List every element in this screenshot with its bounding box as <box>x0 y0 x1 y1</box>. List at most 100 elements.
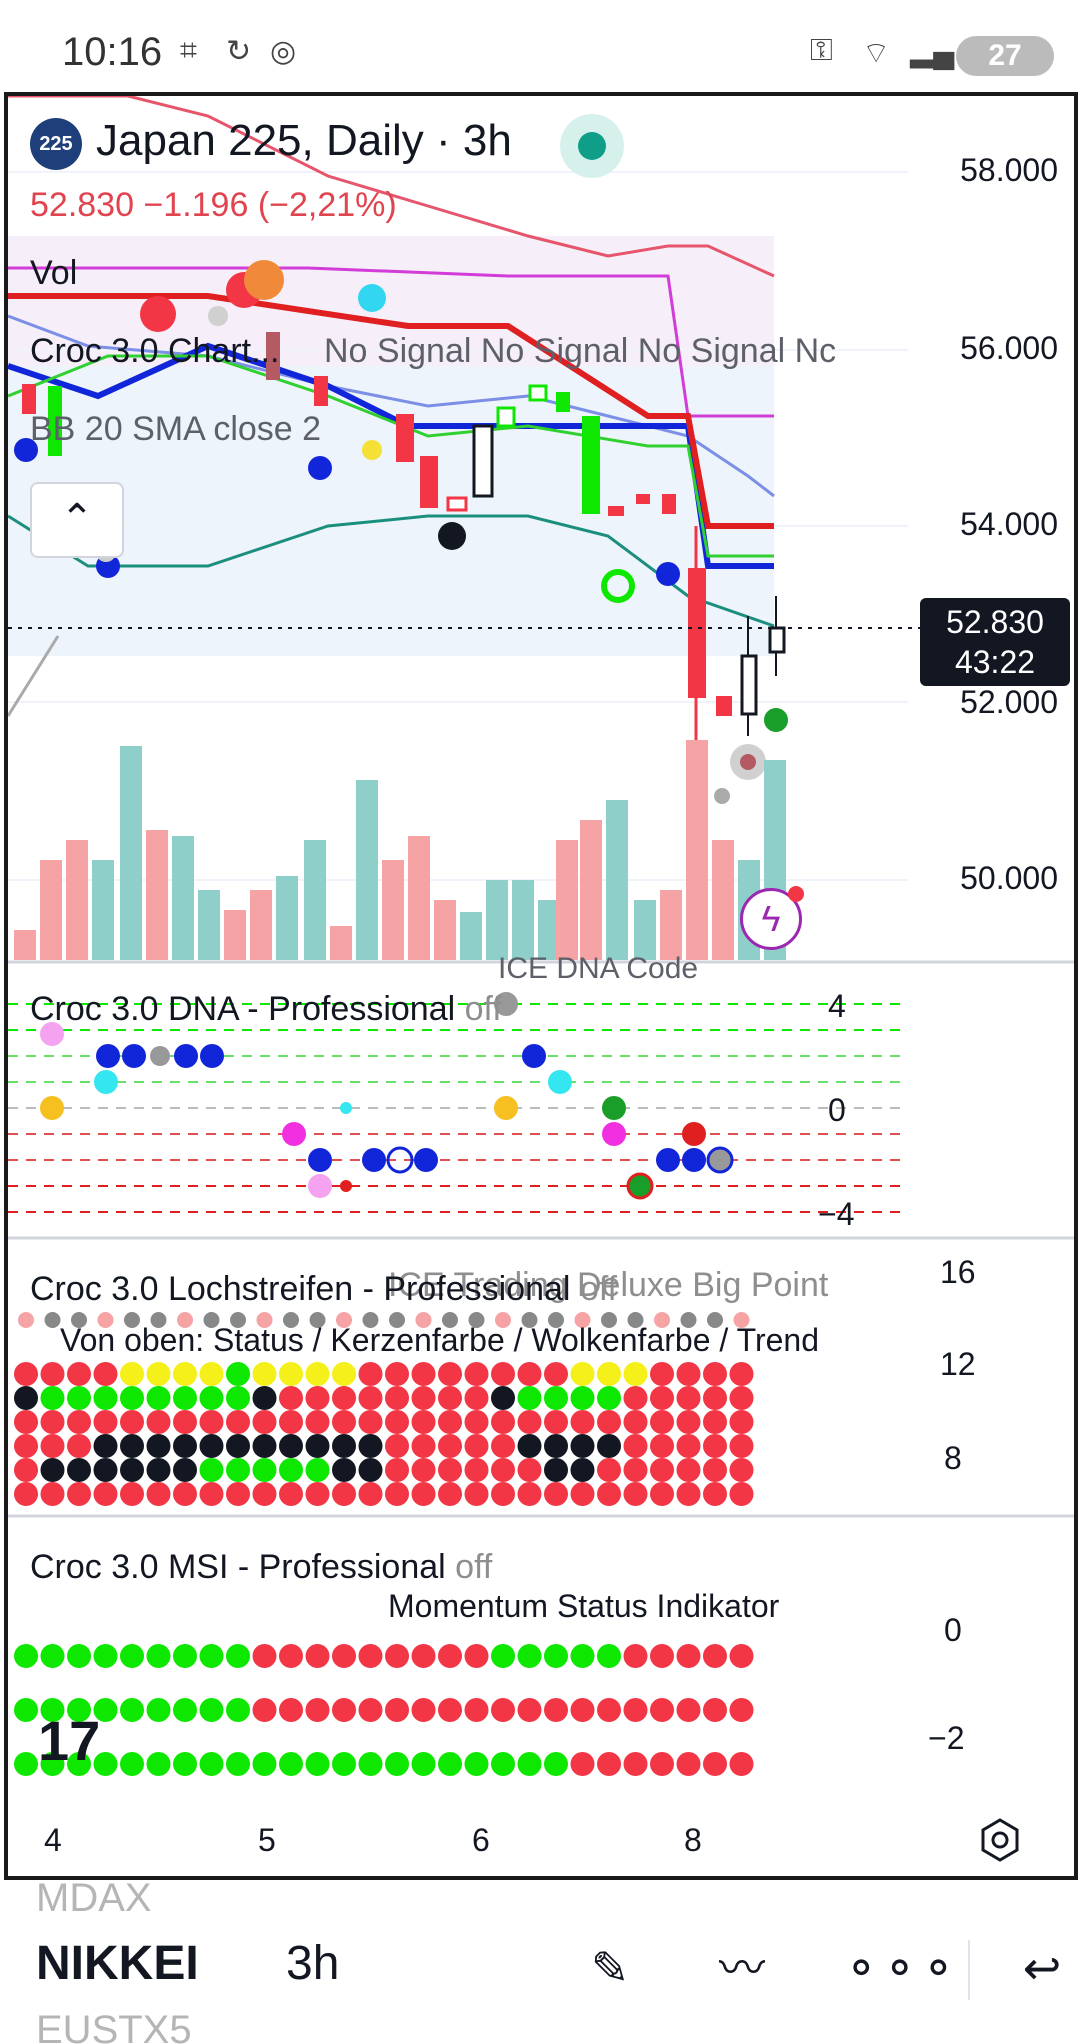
more-icon[interactable]: ⚬⚬⚬ <box>842 1942 958 1994</box>
price-change: 52.830 −1.196 (−2,21%) <box>30 186 397 224</box>
lochstreifen-dot <box>517 1386 542 1410</box>
dna-axis-label: 0 <box>828 1092 846 1128</box>
msi-dot <box>597 1698 621 1722</box>
symbol-prev[interactable]: MDAX <box>36 1876 152 1920</box>
msi-dot <box>40 1752 65 1776</box>
lochstreifen-dot <box>67 1434 91 1458</box>
chart-area[interactable]: 225 Japan 225, Daily · 3h 52.830 −1.196 … <box>4 92 1078 1880</box>
lochstreifen-dot <box>67 1482 91 1506</box>
lochstreifen-dot <box>464 1482 489 1506</box>
legend-croc-chart[interactable]: Croc 3.0 Chart... <box>30 332 280 370</box>
msi-dot <box>650 1752 674 1776</box>
symbol-badge[interactable]: 225 <box>30 118 82 170</box>
legend-bb[interactable]: BB 20 SMA close 2 <box>30 410 322 448</box>
lochstreifen-dot <box>93 1410 118 1434</box>
lochstreifen-top-dot <box>336 1312 352 1328</box>
lochstreifen-dot <box>120 1362 144 1386</box>
lochstreifen-dot <box>358 1458 383 1482</box>
lochstreifen-pane-title[interactable]: Croc 3.0 Lochstreifen - Professional off <box>30 1270 617 1309</box>
msi-pane-title[interactable]: Croc 3.0 MSI - Professional off <box>30 1548 492 1587</box>
msi-dot <box>676 1698 701 1722</box>
lochstreifen-dot <box>729 1386 754 1410</box>
undo-icon[interactable]: ↩ <box>1022 1942 1062 1994</box>
lochstreifen-dot <box>332 1434 356 1458</box>
lochstreifen-dot <box>120 1458 144 1482</box>
msi-dot <box>729 1752 754 1776</box>
lochstreifen-dot <box>438 1458 462 1482</box>
msi-off-label: off <box>455 1548 493 1586</box>
msi-axis-label: 0 <box>944 1612 962 1648</box>
lochstreifen-top-dot <box>124 1312 140 1328</box>
lochstreifen-dot <box>438 1434 462 1458</box>
lochstreifen-dot <box>305 1458 330 1482</box>
lochstreifen-dot <box>385 1410 409 1434</box>
msi-dot <box>305 1644 330 1668</box>
grey-line <box>8 635 60 717</box>
msi-dot <box>385 1644 409 1668</box>
lochstreifen-dot <box>676 1386 701 1410</box>
msi-dot <box>411 1644 436 1668</box>
lochstreifen-dot <box>650 1362 674 1386</box>
lochstreifen-dot <box>411 1482 436 1506</box>
msi-dot <box>703 1752 727 1776</box>
chart-settings-icon[interactable] <box>976 1816 1024 1864</box>
lochstreifen-dot <box>252 1362 277 1386</box>
lochstreifen-title-text: Croc 3.0 Lochstreifen - Professional <box>30 1270 571 1308</box>
lochstreifen-dot <box>93 1458 118 1482</box>
lochstreifen-dot <box>40 1362 65 1386</box>
lochstreifen-dot <box>703 1386 727 1410</box>
lochstreifen-dot <box>199 1434 224 1458</box>
lochstreifen-dot <box>358 1386 383 1410</box>
lochstreifen-dot <box>93 1434 118 1458</box>
lochstreifen-dot <box>305 1410 330 1434</box>
lochstreifen-dot <box>491 1458 515 1482</box>
lochstreifen-dot <box>491 1434 515 1458</box>
lochstreifen-dot <box>570 1434 595 1458</box>
msi-dot <box>358 1644 383 1668</box>
msi-dot <box>597 1644 621 1668</box>
lochstreifen-dot <box>411 1458 436 1482</box>
lochstreifen-dot <box>597 1482 621 1506</box>
lochstreifen-dot <box>491 1482 515 1506</box>
price-axis-label: 56.000 <box>960 330 1058 366</box>
lochstreifen-top-dot <box>18 1312 34 1328</box>
msi-dot <box>67 1752 91 1776</box>
lochstreifen-dot <box>517 1362 542 1386</box>
msi-dot <box>703 1644 727 1668</box>
x-axis-tick: 4 <box>44 1822 62 1858</box>
lochstreifen-dot <box>279 1362 303 1386</box>
lochstreifen-dot <box>438 1386 462 1410</box>
lochstreifen-dot <box>146 1362 171 1386</box>
legend-signals: No Signal No Signal No Signal Nc <box>324 332 837 370</box>
dna-pane-title[interactable]: Croc 3.0 DNA - Professional off <box>30 990 502 1029</box>
msi-dot <box>93 1644 118 1668</box>
msi-dot <box>93 1752 118 1776</box>
interval-selector[interactable]: 3h <box>286 1937 340 1990</box>
msi-dot <box>14 1752 38 1776</box>
lochstreifen-dot <box>252 1386 277 1410</box>
msi-dot <box>252 1644 277 1668</box>
current-price-value: 52.830 <box>946 604 1044 640</box>
chart-canvas[interactable] <box>8 96 1074 1876</box>
msi-dot <box>40 1698 65 1722</box>
legend-vol[interactable]: Vol <box>30 254 78 292</box>
lochstreifen-dot <box>544 1362 568 1386</box>
lochstreifen-axis-label: 12 <box>940 1346 976 1382</box>
lochstreifen-dot <box>544 1434 568 1458</box>
lochstreifen-dot <box>93 1362 118 1386</box>
lochstreifen-dot <box>650 1434 674 1458</box>
msi-dot <box>173 1644 197 1668</box>
symbol-title[interactable]: Japan 225, Daily · 3h <box>96 116 512 165</box>
lochstreifen-dot <box>226 1482 250 1506</box>
battery-indicator: 27 <box>956 36 1054 76</box>
market-status-indicator[interactable] <box>560 114 624 178</box>
symbol-next[interactable]: EUSTX5 <box>36 2008 192 2044</box>
msi-dot <box>517 1752 542 1776</box>
collapse-legend-button[interactable]: ⌃ <box>30 482 124 558</box>
tradingview-logo[interactable]: 17 <box>38 1709 101 1772</box>
symbol-selector[interactable]: NIKKEI <box>36 1937 199 1990</box>
drawing-lines-icon[interactable]: 〰 <box>719 1942 765 1994</box>
lochstreifen-dot <box>358 1434 383 1458</box>
lochstreifen-dot <box>703 1434 727 1458</box>
pencil-icon[interactable]: ✎ <box>590 1942 630 1994</box>
